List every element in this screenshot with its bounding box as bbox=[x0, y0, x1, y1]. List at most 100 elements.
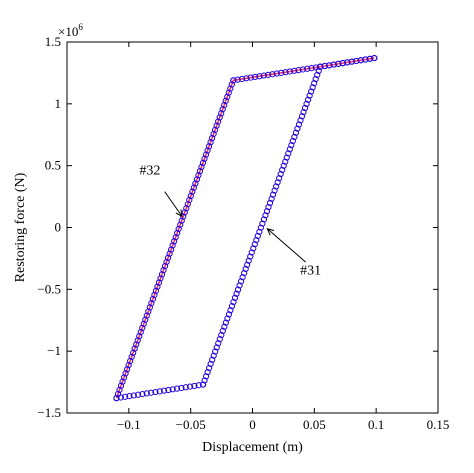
data-point bbox=[165, 386, 172, 394]
x-tick-label: 0.15 bbox=[427, 417, 450, 432]
data-point bbox=[221, 102, 228, 109]
data-point bbox=[309, 84, 316, 91]
data-point bbox=[143, 312, 150, 319]
data-point bbox=[174, 229, 181, 237]
data-point bbox=[116, 386, 123, 394]
data-point bbox=[300, 109, 307, 116]
data-point bbox=[330, 61, 337, 68]
data-point bbox=[279, 166, 286, 174]
data-point bbox=[348, 58, 355, 65]
data-point bbox=[285, 150, 292, 157]
data-point bbox=[120, 374, 128, 381]
data-point bbox=[123, 366, 131, 373]
data-point bbox=[225, 311, 233, 318]
data-point bbox=[193, 176, 201, 183]
data-point bbox=[212, 348, 219, 355]
data-point bbox=[166, 250, 173, 257]
data-point bbox=[218, 110, 225, 117]
data-point bbox=[126, 393, 133, 400]
data-point bbox=[122, 393, 129, 400]
data-point bbox=[209, 356, 216, 363]
data-point bbox=[268, 195, 275, 202]
data-point bbox=[219, 106, 226, 113]
data-point bbox=[161, 262, 169, 270]
data-point bbox=[238, 75, 246, 83]
data-point bbox=[263, 208, 271, 215]
data-point bbox=[213, 344, 220, 351]
data-point bbox=[227, 85, 234, 92]
data-point bbox=[306, 92, 313, 99]
data-point bbox=[256, 228, 263, 235]
y-tick-label: 0 bbox=[55, 220, 62, 235]
data-point bbox=[133, 341, 140, 348]
data-point bbox=[181, 209, 188, 216]
data-point bbox=[201, 155, 208, 162]
data-point bbox=[125, 362, 132, 369]
y-tick-label: −1.5 bbox=[37, 405, 61, 420]
data-point bbox=[276, 175, 283, 182]
data-point bbox=[202, 151, 210, 158]
data-point bbox=[269, 71, 276, 78]
data-point bbox=[234, 286, 242, 293]
data-point bbox=[216, 114, 223, 121]
data-point bbox=[215, 340, 222, 347]
data-point bbox=[122, 370, 129, 377]
data-point bbox=[171, 238, 178, 245]
data-point bbox=[288, 142, 295, 149]
data-point bbox=[251, 73, 259, 81]
data-point bbox=[314, 71, 321, 79]
data-point bbox=[154, 283, 161, 290]
data-point bbox=[262, 212, 269, 219]
data-point bbox=[265, 71, 272, 78]
data-point bbox=[280, 162, 287, 169]
data-point bbox=[186, 383, 194, 390]
data-point bbox=[139, 324, 146, 332]
data-point bbox=[183, 205, 190, 212]
data-point bbox=[216, 336, 223, 343]
data-point bbox=[308, 64, 315, 72]
data-point bbox=[169, 242, 176, 249]
data-point bbox=[230, 298, 237, 306]
data-point bbox=[353, 57, 360, 65]
data-point bbox=[294, 125, 301, 132]
data-point bbox=[204, 369, 211, 376]
data-point bbox=[160, 387, 168, 394]
data-point bbox=[357, 57, 364, 64]
data-point bbox=[303, 100, 310, 107]
data-point bbox=[312, 76, 319, 83]
data-point bbox=[187, 192, 194, 200]
data-point bbox=[253, 236, 260, 244]
data-point bbox=[119, 378, 126, 385]
data-point bbox=[241, 270, 248, 277]
data-point bbox=[282, 69, 289, 76]
data-point bbox=[239, 274, 246, 281]
data-point bbox=[243, 75, 250, 82]
data-point bbox=[295, 67, 302, 74]
data-point bbox=[178, 384, 185, 392]
data-point bbox=[168, 246, 175, 253]
data-point bbox=[339, 60, 346, 67]
data-point bbox=[218, 331, 225, 339]
data-point bbox=[326, 62, 333, 69]
data-point bbox=[182, 384, 189, 391]
annotation-arrow bbox=[267, 228, 307, 263]
data-point bbox=[213, 122, 220, 129]
data-point bbox=[292, 129, 300, 136]
data-point bbox=[231, 294, 239, 301]
data-point bbox=[208, 135, 216, 142]
data-point bbox=[202, 373, 210, 380]
data-point bbox=[304, 96, 312, 103]
data-point bbox=[298, 113, 306, 120]
data-point bbox=[266, 199, 274, 207]
data-point bbox=[146, 304, 153, 311]
data-point bbox=[234, 76, 241, 83]
x-tick-label: −0.1 bbox=[117, 417, 141, 432]
data-point bbox=[317, 63, 324, 70]
x-tick-label: −0.05 bbox=[176, 417, 206, 432]
data-point bbox=[289, 137, 296, 145]
data-point bbox=[244, 261, 251, 268]
data-point bbox=[236, 282, 243, 289]
data-point bbox=[265, 203, 272, 211]
data-point bbox=[311, 80, 318, 87]
annotation-arrowhead bbox=[266, 227, 275, 236]
